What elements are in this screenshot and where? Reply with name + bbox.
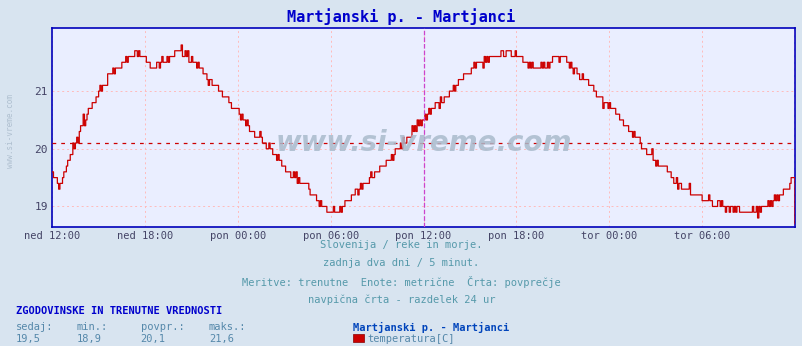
Text: www.si-vreme.com: www.si-vreme.com xyxy=(6,94,15,169)
Text: zadnja dva dni / 5 minut.: zadnja dva dni / 5 minut. xyxy=(323,258,479,268)
Text: Martjanski p. - Martjanci: Martjanski p. - Martjanci xyxy=(353,322,509,333)
Text: Slovenija / reke in morje.: Slovenija / reke in morje. xyxy=(320,240,482,251)
Text: temperatura[C]: temperatura[C] xyxy=(367,334,455,344)
Text: min.:: min.: xyxy=(76,322,107,332)
Text: navpična črta - razdelek 24 ur: navpična črta - razdelek 24 ur xyxy=(307,294,495,305)
Text: 18,9: 18,9 xyxy=(76,334,101,344)
Text: Meritve: trenutne  Enote: metrične  Črta: povprečje: Meritve: trenutne Enote: metrične Črta: … xyxy=(242,276,560,289)
Text: www.si-vreme.com: www.si-vreme.com xyxy=(275,129,571,157)
Text: povpr.:: povpr.: xyxy=(140,322,184,332)
Text: 19,5: 19,5 xyxy=(16,334,41,344)
Text: Martjanski p. - Martjanci: Martjanski p. - Martjanci xyxy=(287,9,515,26)
Text: maks.:: maks.: xyxy=(209,322,246,332)
Text: ZGODOVINSKE IN TRENUTNE VREDNOSTI: ZGODOVINSKE IN TRENUTNE VREDNOSTI xyxy=(16,306,222,316)
Text: 21,6: 21,6 xyxy=(209,334,233,344)
Text: 20,1: 20,1 xyxy=(140,334,165,344)
Text: sedaj:: sedaj: xyxy=(16,322,54,332)
